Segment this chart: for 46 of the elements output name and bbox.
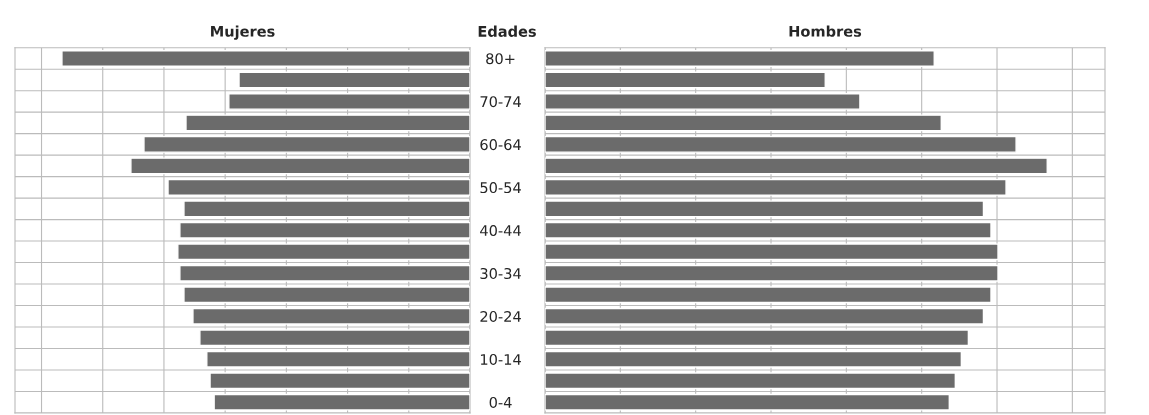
bar [206, 350, 470, 368]
bar [228, 93, 470, 110]
bar [179, 221, 470, 239]
y-tick-label: 60-64 [480, 139, 521, 151]
y-tick-label: 40-44 [480, 225, 521, 237]
y-tick-label: 0-4 [489, 396, 512, 408]
bar [545, 157, 1048, 175]
bar [213, 393, 470, 411]
bar [185, 114, 470, 132]
bar [545, 221, 992, 239]
chart-title: Mujeres [211, 25, 275, 40]
bar [179, 264, 470, 282]
bar [545, 71, 826, 89]
y-tick-label: 50-54 [480, 182, 521, 194]
chart-title: Hombres [789, 25, 862, 37]
y-tick-label: 10-14 [480, 353, 521, 365]
bar [545, 393, 950, 411]
bar [167, 178, 470, 196]
bar [545, 286, 992, 304]
bar [545, 243, 999, 261]
bar [61, 50, 470, 67]
bar [545, 307, 985, 325]
bar [545, 350, 963, 368]
bar [545, 135, 1017, 153]
bar [183, 286, 470, 304]
y-tick-label: 80+ [486, 53, 515, 65]
bar [177, 243, 470, 261]
bar [130, 157, 470, 175]
bar [192, 307, 470, 325]
bar [545, 114, 942, 132]
y-tick-label: 30-34 [480, 268, 521, 280]
bar [183, 200, 470, 218]
bar [545, 372, 957, 390]
bar [238, 71, 470, 89]
y-axis-title: Edades [478, 25, 536, 37]
bar [545, 329, 970, 347]
bar [545, 50, 935, 67]
bar [143, 135, 470, 153]
bar [545, 178, 1007, 196]
y-tick-label: 20-24 [480, 310, 521, 322]
y-tick-label: 70-74 [480, 96, 521, 108]
bar [209, 372, 470, 390]
bar [545, 93, 861, 110]
bar [545, 264, 999, 282]
bar [199, 329, 470, 347]
bar [545, 200, 985, 218]
